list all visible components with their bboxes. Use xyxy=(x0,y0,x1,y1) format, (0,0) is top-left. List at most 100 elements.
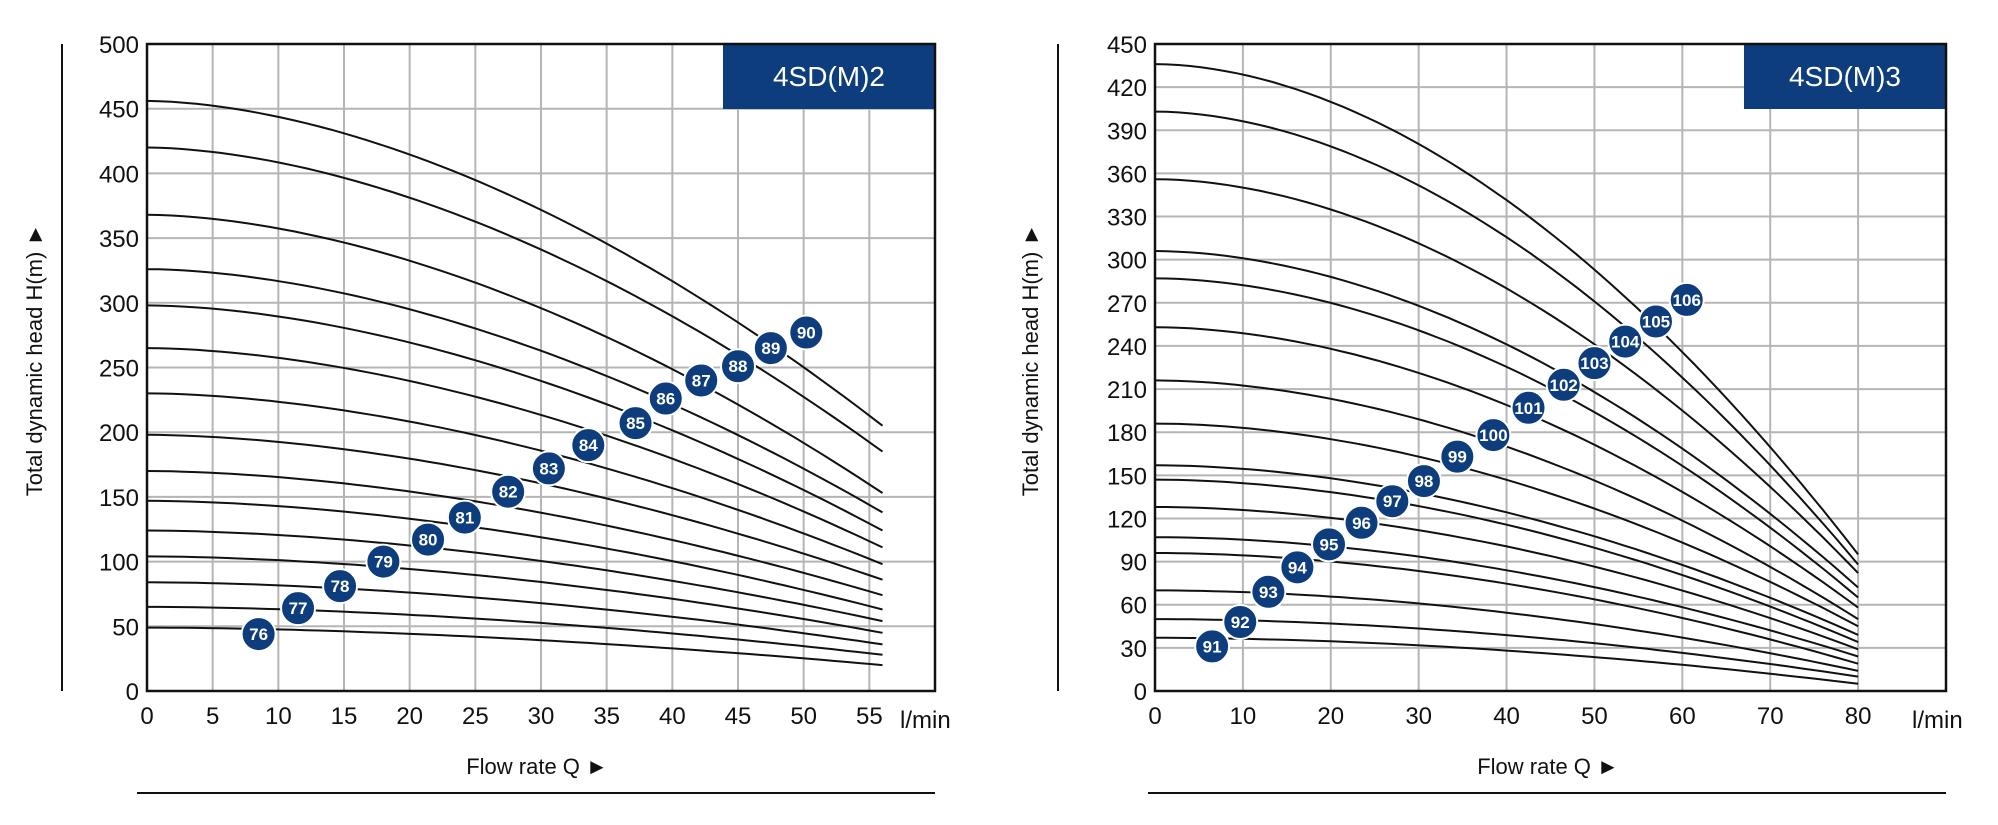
y-tick-label: 30 xyxy=(1120,636,1147,663)
badge-label-106: 106 xyxy=(1673,291,1701,310)
curve-105 xyxy=(1154,110,1859,566)
badge-label-104: 104 xyxy=(1611,333,1640,352)
badge-circle-95 xyxy=(1311,526,1348,563)
badge-circle-98 xyxy=(1405,463,1442,500)
x-tick-label: 20 xyxy=(396,703,423,730)
badge-label-100: 100 xyxy=(1479,426,1507,445)
x-axis-unit: l/min xyxy=(1912,707,1963,734)
curve-79 xyxy=(146,555,883,634)
x-tick-label: 50 xyxy=(1581,703,1608,730)
badge-circle-91 xyxy=(1194,628,1231,665)
badge-label-99: 99 xyxy=(1448,448,1467,467)
x-tick-label: 30 xyxy=(1405,703,1432,730)
badge-circle-80 xyxy=(410,521,447,558)
curve-89 xyxy=(146,146,884,453)
badge-label-97: 97 xyxy=(1383,492,1402,511)
badge-circle-90 xyxy=(788,314,825,351)
x-tick-label: 70 xyxy=(1757,703,1784,730)
y-tick-label: 300 xyxy=(99,291,139,318)
y-tick-label: 210 xyxy=(1107,377,1147,404)
badge-circle-77 xyxy=(280,590,317,627)
badge-label-86: 86 xyxy=(656,390,675,409)
curve-86 xyxy=(146,304,883,532)
curve-94 xyxy=(1155,552,1859,665)
curve-106 xyxy=(1154,63,1859,556)
badge-label-81: 81 xyxy=(455,509,474,528)
chart-title-box xyxy=(1744,44,1946,109)
badge-circle-94 xyxy=(1279,549,1316,586)
y-tick-label: 200 xyxy=(99,420,139,447)
x-tick-label: 30 xyxy=(528,703,555,730)
badge-label-87: 87 xyxy=(692,371,711,390)
badge-circle-106 xyxy=(1668,281,1705,318)
y-tick-label: 120 xyxy=(1107,506,1147,533)
y-tick-label: 270 xyxy=(1107,291,1147,318)
badge-circle-99 xyxy=(1439,438,1476,475)
x-tick-label: 25 xyxy=(462,703,489,730)
y-tick-label: 450 xyxy=(99,97,139,124)
badge-circle-100 xyxy=(1475,417,1512,454)
chart-4sdm3: Total dynamic head H(m) ► Flow rate Q ► … xyxy=(1018,32,1963,794)
badge-circle-79 xyxy=(365,543,402,580)
x-axis-unit: l/min xyxy=(900,707,951,734)
plot-frame xyxy=(145,42,937,693)
plot-frame xyxy=(1153,42,1948,693)
badge-label-83: 83 xyxy=(539,459,558,478)
badge-label-77: 77 xyxy=(289,599,308,618)
x-axis-label: Flow rate Q ► xyxy=(1477,754,1619,779)
badge-label-84: 84 xyxy=(579,436,598,455)
axis-ticks: 0 10 20 30 40 50 60 70 80 0 30 60 90 120 150 180 210 240 2… xyxy=(1107,32,1872,730)
badge-label-105: 105 xyxy=(1642,312,1670,331)
y-tick-label: 0 xyxy=(126,679,139,706)
x-tick-label: 0 xyxy=(140,703,153,730)
chart-title: 4SD(M)3 xyxy=(1789,61,1901,92)
y-tick-label: 420 xyxy=(1107,75,1147,102)
y-tick-label: 150 xyxy=(99,485,139,512)
x-axis-label: Flow rate Q ► xyxy=(466,754,608,779)
badge-label-101: 101 xyxy=(1514,399,1542,418)
badge-circle-97 xyxy=(1374,483,1411,520)
badge-circle-105 xyxy=(1637,303,1674,340)
y-tick-label: 90 xyxy=(1120,550,1147,577)
x-tick-label: 0 xyxy=(1148,703,1161,730)
curve-98 xyxy=(1154,464,1859,636)
curve-87 xyxy=(146,268,883,514)
chart-title-box xyxy=(723,44,935,109)
badge-label-96: 96 xyxy=(1352,514,1371,533)
y-tick-label: 180 xyxy=(1107,420,1147,447)
badge-label-92: 92 xyxy=(1231,613,1250,632)
badge-circle-93 xyxy=(1250,573,1287,610)
badge-label-98: 98 xyxy=(1414,472,1433,491)
badge-circle-96 xyxy=(1343,504,1380,541)
y-tick-label: 300 xyxy=(1107,248,1147,275)
curve-103 xyxy=(1154,250,1859,589)
badge-circle-84 xyxy=(570,427,607,464)
y-axis-label: Total dynamic head H(m) ► xyxy=(1018,224,1043,496)
x-tick-label: 5 xyxy=(206,703,219,730)
curve-97 xyxy=(1154,478,1859,644)
badge-circle-89 xyxy=(752,330,789,367)
badge-label-94: 94 xyxy=(1288,558,1307,577)
badge-circle-88 xyxy=(720,348,756,385)
badge-label-93: 93 xyxy=(1259,583,1278,602)
badge-label-78: 78 xyxy=(331,577,350,596)
x-tick-label: 10 xyxy=(265,703,292,730)
badge-circle-101 xyxy=(1510,389,1547,426)
y-tick-label: 330 xyxy=(1107,205,1147,232)
curve-91 xyxy=(1155,636,1859,685)
badge-circle-78 xyxy=(322,568,359,605)
y-tick-label: 500 xyxy=(99,32,139,59)
curve-104 xyxy=(1154,178,1859,574)
y-tick-label: 360 xyxy=(1107,161,1147,188)
curve-85 xyxy=(146,347,883,549)
curve-96 xyxy=(1155,506,1859,651)
curve-95 xyxy=(1155,536,1859,658)
badge-label-79: 79 xyxy=(374,553,393,572)
badge-circle-103 xyxy=(1576,345,1613,382)
x-tick-label: 35 xyxy=(593,703,620,730)
badge-label-85: 85 xyxy=(626,414,645,433)
badge-label-90: 90 xyxy=(797,324,816,343)
badge-circle-87 xyxy=(683,362,720,399)
badge-label-89: 89 xyxy=(761,339,780,358)
